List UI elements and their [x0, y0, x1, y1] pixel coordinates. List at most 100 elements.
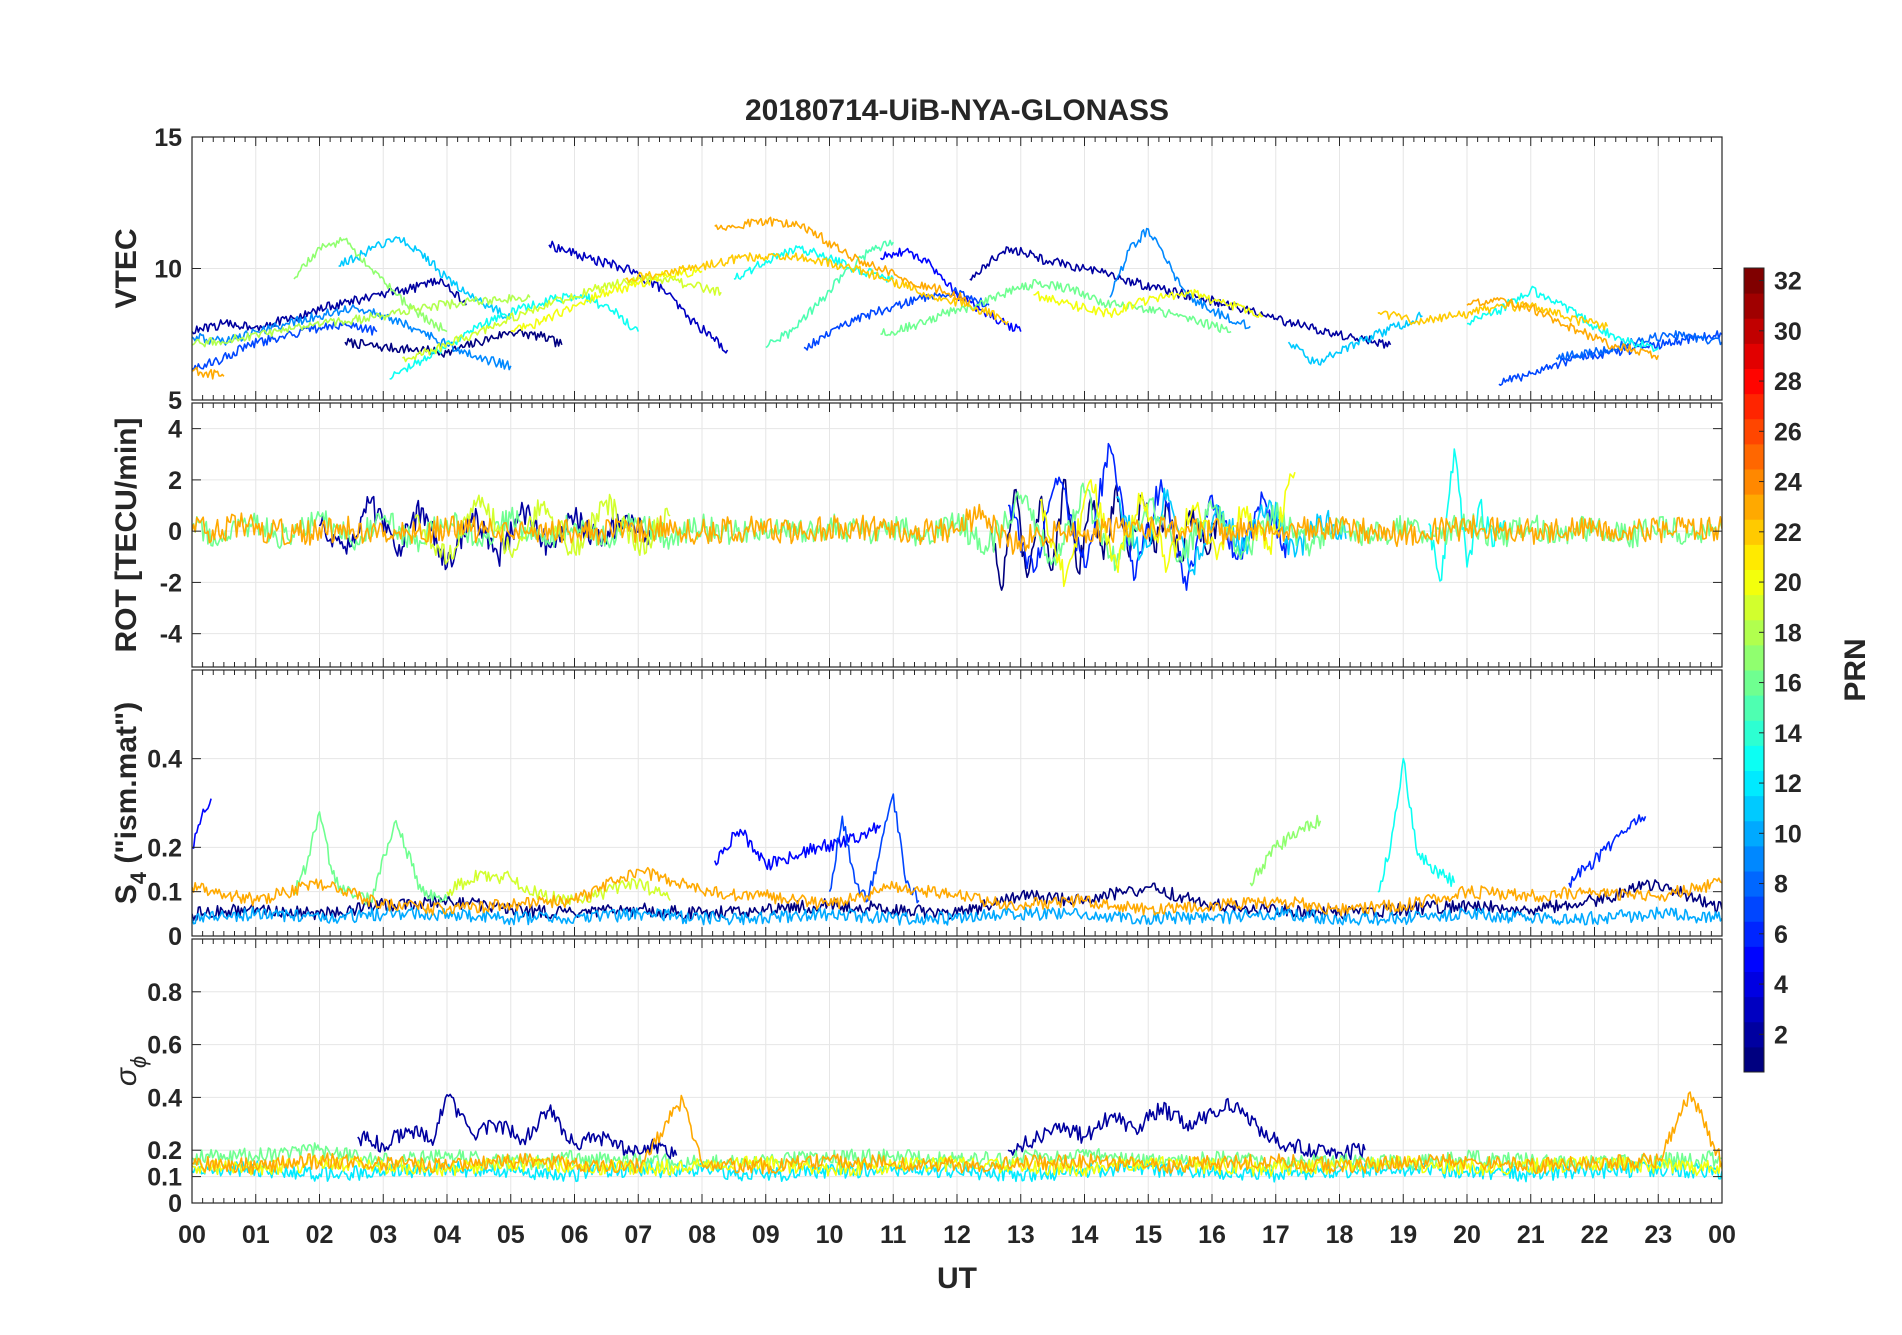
colorbar-segment — [1744, 519, 1764, 545]
series-line-prn-10 — [192, 906, 1722, 926]
series-line-prn-2 — [969, 246, 1392, 349]
series-line-prn-16 — [880, 278, 1232, 337]
x-tick-labels: 00 01 02 03 04 05 06 07 08 09 10 11 12 13 14 15 16 17 18 19… — [178, 1221, 1736, 1249]
x-tick-label: 21 — [1517, 1221, 1545, 1249]
x-tick-label: 09 — [752, 1221, 780, 1249]
x-tick-label: 08 — [688, 1221, 716, 1249]
y-tick-label: 5 — [168, 387, 182, 415]
series-line-prn-13 — [389, 292, 640, 380]
y-axis-label-s4: S4 ("ism.mat") — [110, 702, 151, 904]
panel-sigma: 00.10.2 0.4 0.6 0.8 σϕ — [110, 938, 1723, 1218]
x-ticks-rot — [191, 403, 1723, 667]
colorbar-segment — [1744, 318, 1764, 344]
x-tick-label: 00 — [1708, 1221, 1736, 1249]
panel-rot: -4 -2 0 2 4 ROT [TECU/min] — [110, 402, 1723, 668]
colorbar-tick-label: 18 — [1774, 619, 1802, 647]
colorbar-tick-label: 14 — [1774, 720, 1802, 748]
y-tick-label: 0.1 — [147, 1164, 182, 1192]
x-ticks-sigma — [191, 939, 1723, 1203]
y-axis-label-subscript: 4 — [126, 871, 151, 884]
y-tick-label: 0.2 — [147, 1137, 182, 1165]
series-line-prn-17 — [1249, 814, 1322, 887]
y-tick-label: 0.8 — [147, 979, 182, 1007]
series-group-vtec — [192, 216, 1722, 386]
series-line-prn-2 — [357, 1093, 678, 1160]
series-line-prn-23 — [192, 1091, 1722, 1175]
panel-vtec: 5 10 15 VTEC — [110, 124, 1723, 415]
colorbar-segment — [1744, 996, 1764, 1023]
series-line-prn-18 — [192, 294, 531, 348]
colorbar-segment — [1744, 418, 1764, 445]
y-tick-label: 10 — [154, 256, 182, 284]
y-tick-label: 15 — [154, 124, 182, 152]
x-tick-label: 17 — [1262, 1221, 1290, 1249]
colorbar-segment — [1744, 695, 1764, 721]
y-axis-label-rot: ROT [TECU/min] — [110, 418, 143, 653]
series-group-s4 — [192, 757, 1722, 926]
x-tick-label: 04 — [433, 1221, 461, 1249]
colorbar-segment — [1744, 619, 1764, 646]
y-axis-label-subscript: ϕ — [126, 1056, 151, 1068]
y-tick-label: 0.2 — [147, 834, 182, 862]
colorbar-segment — [1744, 343, 1764, 369]
series-line-prn-19 — [402, 274, 722, 363]
colorbar-label: PRN — [1839, 638, 1872, 701]
y-tick-label: 2 — [168, 467, 182, 495]
x-tick-label: 22 — [1581, 1221, 1609, 1249]
x-tick-label: 01 — [242, 1221, 270, 1249]
series-line-prn-23 — [192, 366, 225, 380]
x-ticks-s4 — [191, 670, 1723, 936]
y-axis-label-suffix: ("ism.mat") — [110, 702, 143, 872]
colorbar-segment — [1744, 443, 1764, 470]
y-tick-label: 4 — [168, 416, 182, 444]
series-line-prn-23 — [1466, 297, 1660, 361]
chart-title: 20180714-UiB-NYA-GLONASS — [745, 94, 1169, 127]
series-line-prn-15 — [765, 239, 894, 349]
x-ticks-vtec — [191, 137, 1723, 400]
y-tick-label: 0.4 — [147, 746, 182, 774]
series-line-prn-7 — [803, 287, 990, 351]
colorbar-tick-label: 24 — [1774, 469, 1802, 497]
series-line-prn-1 — [988, 478, 1219, 591]
x-tick-label: 07 — [624, 1221, 652, 1249]
x-tick-label: 00 — [178, 1221, 206, 1249]
series-line-prn-17 — [293, 236, 448, 333]
x-tick-label: 23 — [1644, 1221, 1672, 1249]
colorbar-tick-label: 16 — [1774, 670, 1802, 698]
x-tick-label: 14 — [1071, 1221, 1099, 1249]
colorbar-segment — [1744, 971, 1764, 998]
colorbar-tick-label: 30 — [1774, 318, 1802, 346]
x-tick-label: 12 — [943, 1221, 971, 1249]
y-axis-label-main: σ — [110, 1066, 143, 1086]
x-tick-label: 05 — [497, 1221, 525, 1249]
series-line-prn-13 — [1466, 285, 1659, 352]
series-line-prn-5 — [713, 822, 882, 871]
colorbar-tick-label: 8 — [1774, 871, 1788, 899]
colorbar-segment — [1744, 670, 1764, 696]
colorbar-segment — [1744, 820, 1764, 847]
x-tick-label: 20 — [1453, 1221, 1481, 1249]
colorbar-tick-label: 20 — [1774, 569, 1802, 597]
series-line-prn-8 — [1555, 330, 1722, 361]
x-tick-label: 02 — [306, 1221, 334, 1249]
colorbar-tick-label: 12 — [1774, 770, 1802, 798]
series-line-prn-23 — [192, 503, 1722, 555]
colorbar-tick-label: 6 — [1774, 921, 1788, 949]
x-tick-label: 18 — [1326, 1221, 1354, 1249]
series-line-prn-9 — [192, 304, 512, 371]
series-line-prn-6 — [1568, 814, 1647, 888]
series-line-prn-13 — [1377, 757, 1456, 893]
x-tick-label: 10 — [816, 1221, 844, 1249]
series-line-prn-16 — [192, 1142, 1722, 1172]
colorbar-segment — [1744, 720, 1764, 746]
series-line-prn-9 — [1109, 227, 1251, 330]
y-tick-label: 0.1 — [147, 879, 182, 907]
colorbar-segment — [1744, 469, 1764, 495]
y-tick-label: 0 — [168, 1190, 182, 1218]
series-line-prn-5 — [879, 247, 1022, 332]
colorbar-segment — [1744, 795, 1764, 822]
colorbar-segment — [1744, 368, 1764, 395]
